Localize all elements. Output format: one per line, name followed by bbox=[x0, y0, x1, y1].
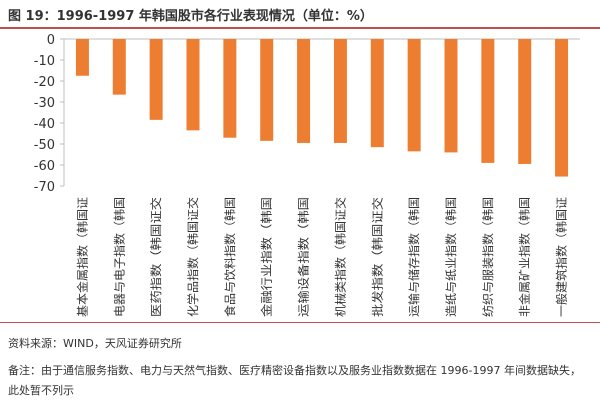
bar bbox=[407, 39, 421, 152]
title-divider bbox=[0, 27, 600, 29]
remark-line-1: 备注：由于通信服务指数、电力与天然气指数、医疗精密设备指数以及服务业指数数据在 … bbox=[8, 364, 581, 377]
chart-title: 图 19：1996-1997 年韩国股市各行业表现情况（单位：%） bbox=[8, 9, 373, 24]
bar bbox=[112, 39, 126, 95]
bar bbox=[260, 39, 274, 141]
bar bbox=[370, 39, 384, 148]
y-tick-label: -10 bbox=[34, 54, 55, 69]
bar bbox=[333, 39, 347, 143]
x-category-label: 机械类指数（韩国证交 bbox=[333, 196, 347, 317]
x-category-label: 纺织与服装指数（韩国 bbox=[481, 197, 495, 317]
bar bbox=[518, 39, 532, 164]
remark-line-2: 此处暂不列示 bbox=[8, 384, 74, 397]
x-category-label: 运输与储存指数（韩国 bbox=[407, 197, 421, 317]
x-category-label: 造纸与纸业指数（韩国 bbox=[444, 197, 458, 317]
x-category-label: 电器与电子指数（韩国 bbox=[112, 197, 126, 317]
y-tick-label: -30 bbox=[34, 96, 55, 111]
y-tick-label: -20 bbox=[34, 75, 55, 90]
bar bbox=[444, 39, 458, 153]
remark-note: 备注：由于通信服务指数、电力与天然气指数、医疗精密设备指数以及服务业指数数据在 … bbox=[8, 361, 596, 401]
bar-chart: 0 -10 -20 -30 -40 -50 -60 -70 基本金属指数（韩国证 电器与电子指数… bbox=[34, 33, 580, 317]
bar bbox=[186, 39, 200, 131]
x-category-label: 医药指数（韩国证交 bbox=[149, 196, 163, 317]
x-category-label: 化学品指数（韩国证交 bbox=[186, 196, 200, 317]
y-tick-label: -50 bbox=[34, 138, 55, 153]
bar bbox=[75, 39, 89, 76]
bar bbox=[223, 39, 237, 138]
bar bbox=[297, 39, 311, 143]
y-tick-label: -70 bbox=[34, 180, 55, 195]
x-category-label: 非金属矿业指数（韩国 bbox=[518, 197, 532, 317]
y-tick-label: -60 bbox=[34, 159, 55, 174]
bar bbox=[149, 39, 163, 120]
bars bbox=[75, 39, 569, 177]
x-axis-labels: 基本金属指数（韩国证 电器与电子指数（韩国 医药指数（韩国证交 化学品指数（韩国证交 食… bbox=[75, 196, 568, 317]
bar bbox=[555, 39, 569, 177]
x-category-label: 一般建筑指数（韩国证 bbox=[555, 196, 569, 317]
x-category-label: 食品与饮料指数（韩国 bbox=[223, 197, 237, 317]
y-tick-label: -40 bbox=[34, 117, 55, 132]
y-tick-label: 0 bbox=[47, 33, 55, 48]
x-category-label: 金融行业指数（韩国 bbox=[260, 197, 274, 317]
x-category-label: 基本金属指数（韩国证 bbox=[75, 196, 89, 317]
x-category-label: 批发指数（韩国证交 bbox=[370, 196, 384, 317]
footer-divider bbox=[0, 322, 600, 323]
source-note: 资料来源：WIND，天风证券研究所 bbox=[8, 337, 182, 350]
bar bbox=[481, 39, 495, 163]
x-category-label: 运输设备指数（韩国 bbox=[297, 197, 311, 317]
